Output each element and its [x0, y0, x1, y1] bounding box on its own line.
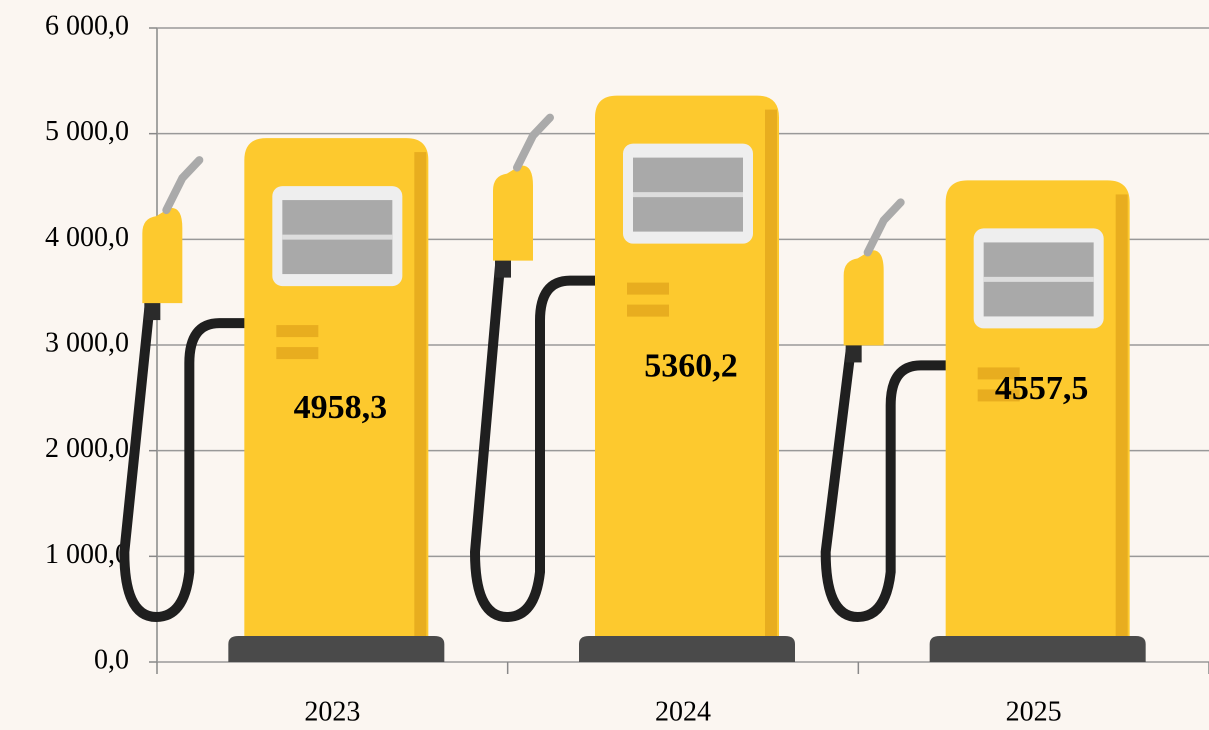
value-label: 4557,5 [995, 370, 1089, 407]
pump-base [929, 636, 1146, 662]
slot [977, 389, 1020, 402]
nozzle-neck [144, 298, 161, 321]
nozzle-tip [162, 156, 204, 215]
hose [119, 303, 250, 623]
value-label: 4958,3 [294, 389, 388, 426]
y-tick-label: 1 000,0 [45, 539, 129, 570]
y-tick-label: 2 000,0 [45, 433, 129, 464]
y-tick-label: 4 000,0 [45, 222, 129, 253]
nozzle [843, 250, 884, 346]
pump-base [228, 636, 445, 662]
slot [627, 304, 669, 317]
pump-base [579, 636, 795, 662]
x-tick-label: 2023 [304, 696, 360, 727]
slot [627, 282, 669, 295]
pump-side [765, 109, 777, 662]
nozzle-tip [863, 198, 905, 257]
y-tick-label: 0,0 [94, 644, 129, 675]
value-label: 5360,2 [644, 348, 738, 385]
y-tick-label: 6 000,0 [45, 10, 129, 41]
pump-side [414, 152, 427, 662]
hose [469, 260, 600, 623]
y-tick-label: 5 000,0 [45, 116, 129, 147]
nozzle-neck [845, 340, 862, 363]
nozzle-neck [495, 255, 511, 278]
y-tick-label: 3 000,0 [45, 327, 129, 358]
x-tick-label: 2025 [1006, 696, 1062, 727]
nozzle [142, 207, 183, 304]
slot [276, 325, 319, 338]
x-tick-label: 2024 [655, 696, 711, 727]
slot [276, 347, 319, 360]
pump-side [1115, 194, 1128, 662]
nozzle-tip [513, 113, 554, 172]
nozzle [493, 165, 533, 261]
slot [977, 367, 1020, 380]
hose [820, 345, 951, 623]
